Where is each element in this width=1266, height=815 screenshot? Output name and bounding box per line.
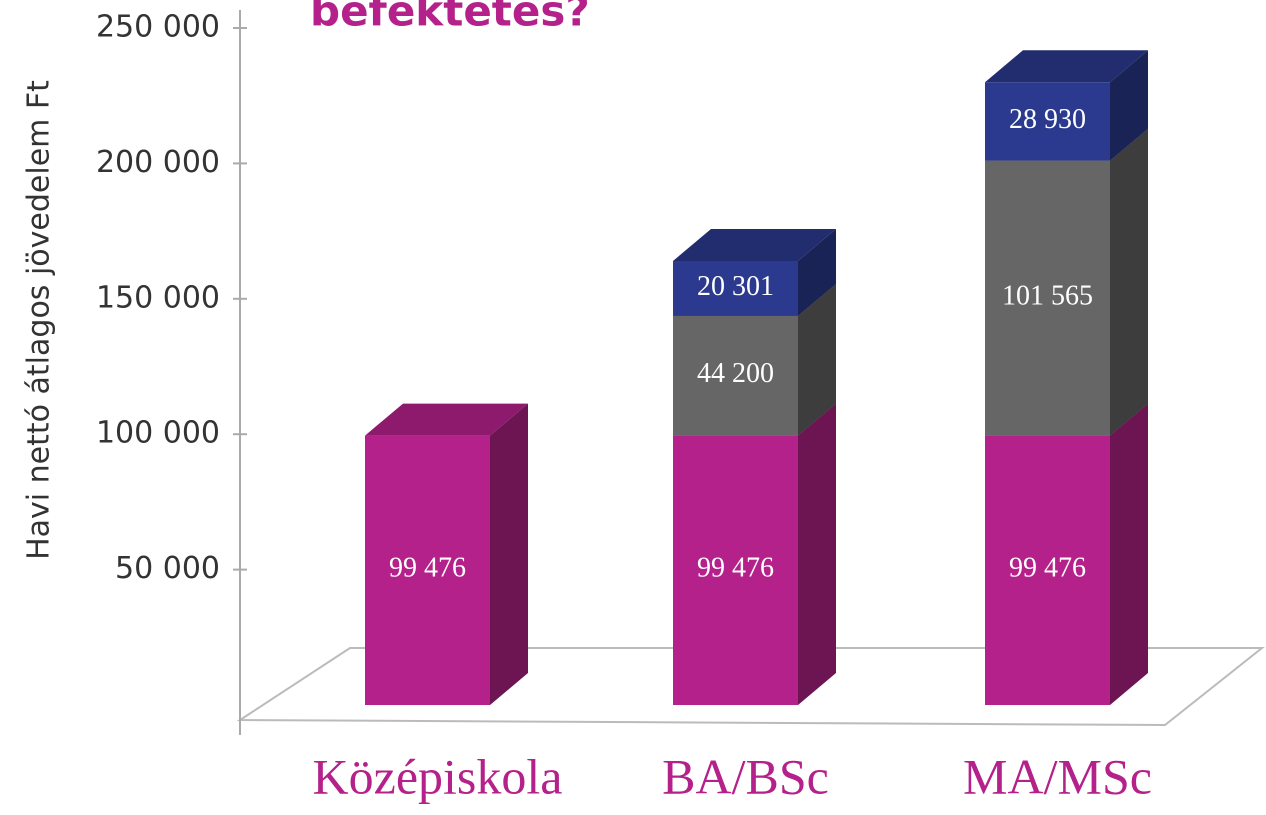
value-label: 44 200 bbox=[697, 358, 774, 389]
value-label: 20 301 bbox=[697, 271, 774, 302]
x-tick-label: MA/MSc bbox=[963, 748, 1152, 804]
bar-side bbox=[1110, 128, 1148, 436]
y-tick-label: 250 000 bbox=[96, 10, 220, 45]
bar bbox=[673, 435, 798, 705]
chart-title: befektetés? bbox=[310, 0, 590, 36]
bar bbox=[985, 435, 1110, 705]
bar bbox=[365, 435, 490, 705]
bar-side bbox=[798, 403, 836, 705]
bar-side bbox=[798, 283, 836, 436]
x-tick-label: Középiskola bbox=[313, 748, 563, 804]
value-label: 28 930 bbox=[1009, 104, 1086, 135]
bar bbox=[985, 82, 1110, 161]
bar bbox=[673, 260, 798, 316]
value-label: 101 565 bbox=[1002, 281, 1093, 312]
bar-top bbox=[365, 403, 528, 436]
bar bbox=[673, 315, 798, 436]
y-axis-label: Havi nettó átlagos jövedelem Ft bbox=[22, 80, 57, 560]
bar-top bbox=[985, 50, 1148, 83]
floor bbox=[236, 647, 1265, 727]
y-tick-label: 50 000 bbox=[115, 551, 220, 586]
value-label: 99 476 bbox=[1009, 553, 1086, 584]
x-tick-label: BA/BSc bbox=[662, 748, 829, 804]
y-tick-label: 100 000 bbox=[96, 416, 220, 451]
bar-side bbox=[490, 403, 528, 705]
bar-side bbox=[1110, 403, 1148, 705]
value-label: 99 476 bbox=[697, 553, 774, 584]
bar-side bbox=[1110, 50, 1148, 161]
bar bbox=[985, 160, 1110, 436]
y-tick-label: 150 000 bbox=[96, 280, 220, 315]
bar-top bbox=[673, 228, 836, 261]
value-label: 99 476 bbox=[389, 553, 466, 584]
y-tick-label: 200 000 bbox=[96, 145, 220, 180]
bar-side bbox=[798, 228, 836, 316]
